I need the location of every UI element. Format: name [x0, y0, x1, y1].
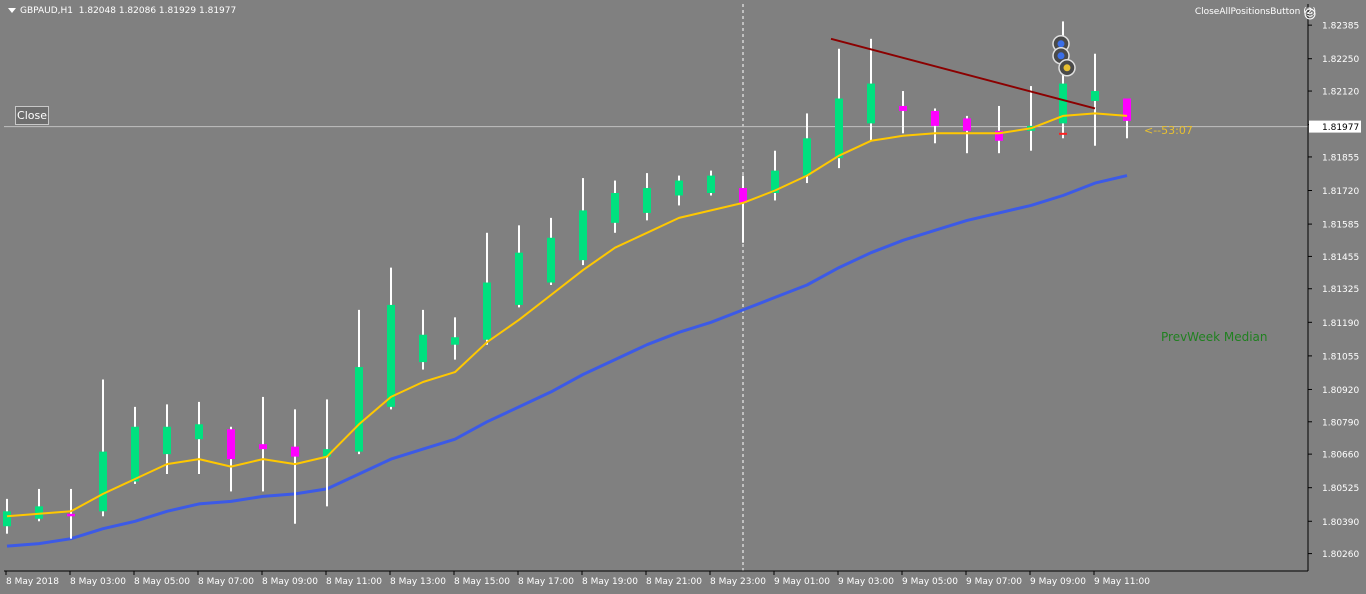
price-tick-label: 1.81455	[1322, 253, 1359, 263]
time-tick-label: 8 May 13:00	[390, 577, 446, 587]
bear-candle-body	[227, 429, 235, 460]
price-tick-label: 1.80920	[1322, 386, 1359, 396]
bear-candle-body	[1123, 98, 1131, 121]
bull-candle-body	[803, 138, 811, 176]
price-tick-label: 1.80660	[1322, 451, 1359, 461]
price-tick-label: 1.80525	[1322, 484, 1359, 494]
price-tick-label: 1.82385	[1322, 22, 1359, 32]
bull-candle-body	[131, 426, 139, 482]
time-tick-label: 8 May 2018	[6, 577, 59, 587]
price-tick-label: 1.81720	[1322, 187, 1359, 197]
bull-candle-body	[867, 83, 875, 124]
price-tick-label: 1.81585	[1322, 221, 1359, 231]
time-tick-label: 9 May 11:00	[1094, 577, 1150, 587]
time-tick-label: 8 May 15:00	[454, 577, 510, 587]
trendline	[830, 37, 1096, 110]
time-tick-label: 8 May 21:00	[646, 577, 702, 587]
time-tick-label: 8 May 07:00	[198, 577, 254, 587]
time-tick-label: 9 May 09:00	[1030, 577, 1086, 587]
moving-average-fast-line	[6, 112, 1128, 518]
bear-candle-body	[67, 513, 75, 517]
bull-candle-body	[355, 367, 363, 452]
current-price-label: 1.81977	[1322, 123, 1359, 133]
time-tick-label: 8 May 17:00	[518, 577, 574, 587]
trade-marker-dot	[1057, 40, 1065, 48]
bull-candle-body	[35, 506, 43, 519]
price-tick-label: 1.81190	[1322, 319, 1359, 329]
price-axis-panel	[1308, 0, 1366, 594]
time-tick-label: 9 May 07:00	[966, 577, 1022, 587]
bear-candle-body	[739, 188, 747, 203]
bull-candle-body	[323, 449, 331, 457]
close-button[interactable]: Close	[15, 106, 49, 125]
time-tick-label: 8 May 09:00	[262, 577, 318, 587]
bull-candle-body	[579, 210, 587, 261]
prevweek-median-label: PrevWeek Median	[1161, 330, 1268, 344]
bull-candle-body	[707, 175, 715, 193]
bull-candle-body	[1091, 91, 1099, 101]
ea-name: CloseAllPositionsButton (2)	[1194, 7, 1316, 17]
time-tick-label: 9 May 05:00	[902, 577, 958, 587]
trade-marker-dot	[1057, 52, 1065, 60]
bull-candle-body	[451, 337, 459, 345]
bull-candle-body	[163, 426, 171, 455]
bull-candle-body	[1059, 83, 1067, 124]
bull-candle-body	[99, 451, 107, 512]
price-tick-label: 1.82250	[1322, 55, 1359, 65]
bull-candle-body	[547, 237, 555, 283]
bull-candle-body	[611, 193, 619, 223]
bull-candle-body	[643, 188, 651, 213]
bar-countdown: <--53:07	[1144, 124, 1193, 137]
bear-candle-body	[963, 118, 971, 131]
bull-candle-body	[835, 98, 843, 159]
trade-marker-icon	[1058, 59, 1076, 77]
bear-candle-body	[931, 110, 939, 126]
current-price-badge	[1309, 120, 1361, 133]
price-tick-label: 1.80790	[1322, 418, 1359, 428]
bull-candle-body	[3, 511, 11, 527]
price-tick-label: 1.80260	[1322, 550, 1359, 560]
trade-marker-dot	[1063, 64, 1071, 72]
bull-candle-body	[515, 252, 523, 305]
bull-candle-body	[675, 180, 683, 196]
symbol-info: GBPAUD,H1 1.82048 1.82086 1.81929 1.8197…	[8, 6, 236, 16]
time-tick-label: 9 May 01:00	[774, 577, 830, 587]
bull-candle-body	[387, 304, 395, 407]
expert-advisor-label: CloseAllPositionsButton (2)	[1195, 7, 1316, 17]
bull-candle-body	[483, 282, 491, 340]
price-tick-label: 1.81855	[1322, 153, 1359, 163]
bear-candle-body	[995, 130, 1003, 141]
price-tick-label: 1.82120	[1322, 88, 1359, 98]
price-tick-label: 1.81055	[1322, 352, 1359, 362]
price-tick-label: 1.81325	[1322, 285, 1359, 295]
time-tick-label: 8 May 11:00	[326, 577, 382, 587]
bull-candle-body	[419, 334, 427, 363]
moving-average-slow-line	[6, 174, 1128, 548]
time-tick-label: 8 May 03:00	[70, 577, 126, 587]
bear-candle-body	[259, 444, 267, 450]
time-tick-label: 8 May 23:00	[710, 577, 766, 587]
dropdown-triangle-icon[interactable]	[8, 8, 16, 13]
smiley-icon[interactable]	[1304, 8, 1316, 20]
time-tick-label: 8 May 05:00	[134, 577, 190, 587]
time-tick-label: 9 May 03:00	[838, 577, 894, 587]
ohlc-values: 1.82048 1.82086 1.81929 1.81977	[78, 6, 237, 16]
time-tick-label: 8 May 19:00	[582, 577, 638, 587]
symbol-label: GBPAUD,H1	[20, 6, 74, 16]
bear-candle-body	[899, 105, 907, 111]
bear-candle-body	[291, 446, 299, 457]
bull-candle-body	[771, 170, 779, 193]
bull-candle-body	[195, 424, 203, 440]
price-tick-label: 1.80390	[1322, 518, 1359, 528]
